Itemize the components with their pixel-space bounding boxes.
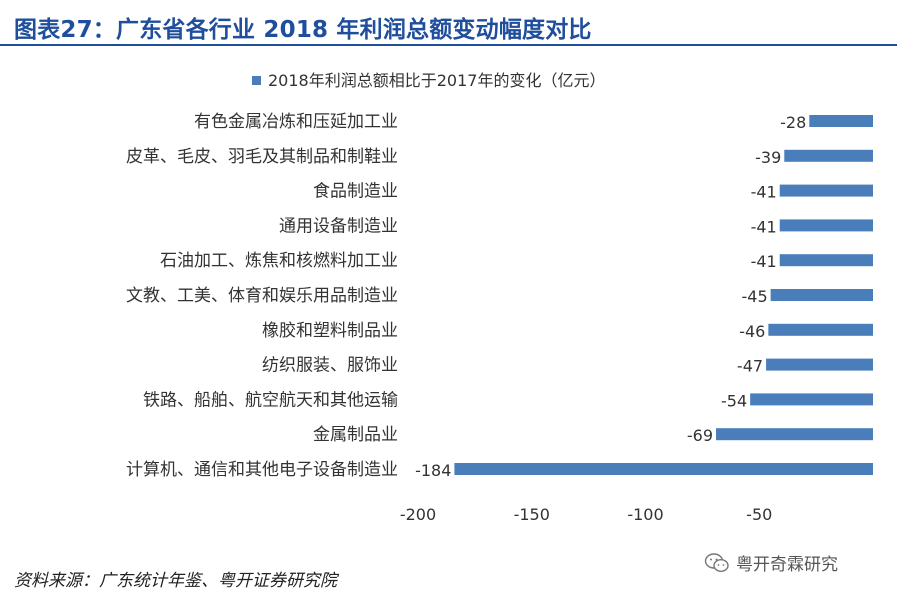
data-label: -39 bbox=[755, 148, 781, 167]
data-label: -28 bbox=[780, 113, 806, 132]
title-divider bbox=[0, 44, 897, 46]
legend: 2018年利润总额相比于2017年的变化（亿元） bbox=[252, 71, 605, 90]
category-label: 有色金属冶炼和压延加工业 bbox=[194, 112, 398, 132]
bar bbox=[809, 115, 873, 127]
category-label: 石油加工、炼焦和核燃料加工业 bbox=[160, 251, 398, 271]
data-label: -46 bbox=[739, 322, 765, 341]
watermark: 粤开奇霖研究 bbox=[704, 550, 838, 575]
data-label: -41 bbox=[751, 252, 777, 271]
category-label: 计算机、通信和其他电子设备制造业 bbox=[126, 460, 398, 480]
bar bbox=[716, 428, 873, 441]
bar bbox=[750, 393, 873, 406]
wechat-icon bbox=[704, 552, 729, 572]
bar bbox=[784, 149, 873, 162]
category-label: 通用设备制造业 bbox=[279, 216, 398, 236]
watermark-text: 粤开奇霖研究 bbox=[736, 555, 838, 575]
data-label: -41 bbox=[751, 183, 777, 202]
category-label: 食品制造业 bbox=[313, 182, 398, 202]
x-tick-label: -150 bbox=[514, 505, 550, 524]
data-label: -41 bbox=[751, 217, 777, 236]
data-label: -45 bbox=[741, 287, 767, 306]
data-label: -47 bbox=[737, 357, 763, 376]
bar bbox=[766, 358, 873, 371]
legend-label: 2018年利润总额相比于2017年的变化（亿元） bbox=[268, 71, 605, 90]
category-label: 橡胶和塑料制品业 bbox=[262, 321, 398, 341]
figure-title: 图表27：广东省各行业 2018 年利润总额变动幅度对比 bbox=[14, 17, 592, 43]
bar-chart: 2018年利润总额相比于2017年的变化（亿元） 有色金属冶炼和压延加工业 -28 皮… bbox=[126, 71, 873, 524]
x-tick-label: -100 bbox=[627, 505, 663, 524]
category-label: 皮革、毛皮、羽毛及其制品和制鞋业 bbox=[126, 147, 398, 167]
bar bbox=[779, 184, 873, 197]
data-label: -54 bbox=[721, 391, 747, 410]
bar bbox=[779, 219, 873, 232]
bar bbox=[454, 463, 873, 475]
category-label: 铁路、船舶、航空航天和其他运输 bbox=[143, 390, 398, 410]
category-label: 纺织服装、服饰业 bbox=[262, 356, 398, 376]
category-label: 文教、工美、体育和娱乐用品制造业 bbox=[126, 286, 398, 306]
category-label: 金属制品业 bbox=[313, 425, 398, 445]
bar bbox=[779, 254, 873, 267]
source-note: 资料来源：广东统计年鉴、粤开证券研究院 bbox=[14, 571, 337, 591]
bar bbox=[768, 323, 873, 336]
bar bbox=[770, 289, 873, 301]
x-tick-label: -200 bbox=[400, 505, 436, 524]
x-tick-label: -50 bbox=[746, 505, 772, 524]
data-label: -184 bbox=[415, 461, 451, 480]
data-label: -69 bbox=[687, 426, 713, 445]
legend-swatch bbox=[252, 76, 261, 85]
